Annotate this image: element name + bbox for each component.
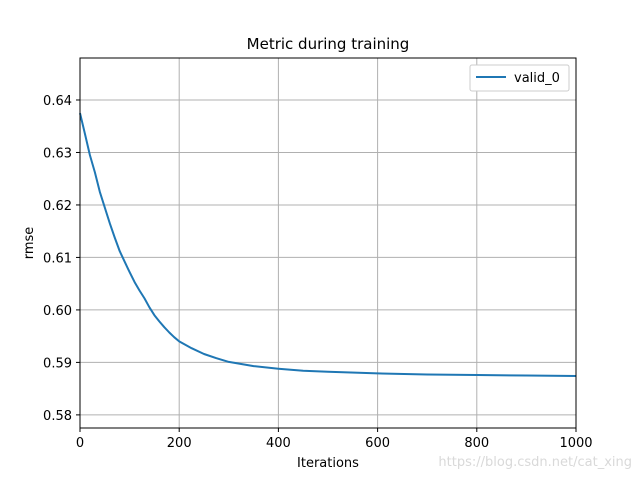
x-axis-label: Iterations (297, 456, 359, 471)
legend-box (469, 64, 570, 92)
x-tick-label: 1000 (559, 436, 592, 451)
legend-label: valid_0 (514, 71, 560, 86)
y-tick-label: 0.63 (43, 146, 72, 161)
y-tick-label: 0.62 (43, 199, 72, 214)
series-layer (79, 112, 577, 377)
plot-area (80, 58, 576, 428)
y-tick-label: 0.60 (43, 304, 72, 319)
watermark: https://blog.csdn.net/cat_xing (438, 455, 632, 470)
y-tick-label: 0.59 (43, 356, 72, 371)
y-tick-label: 0.61 (43, 251, 72, 266)
series-line-valid_0 (79, 112, 577, 377)
x-tick-label: 0 (76, 436, 84, 451)
x-tick-label: 600 (365, 436, 390, 451)
x-tick-label: 800 (464, 436, 489, 451)
y-tick-label: 0.58 (43, 409, 72, 424)
y-axis-label: rmse (22, 227, 37, 260)
plot-frame (79, 57, 577, 429)
legend: valid_0 (469, 64, 570, 92)
x-tick-label: 200 (167, 436, 192, 451)
grid (79, 58, 577, 428)
y-tick-label: 0.64 (43, 94, 72, 109)
ticks: 0 200 400 600 800 1000 0.58 0.59 0.60 0.61 0.62 0.6… (43, 94, 593, 451)
x-tick-label: 400 (266, 436, 291, 451)
chart-title: Metric during training (247, 35, 410, 53)
